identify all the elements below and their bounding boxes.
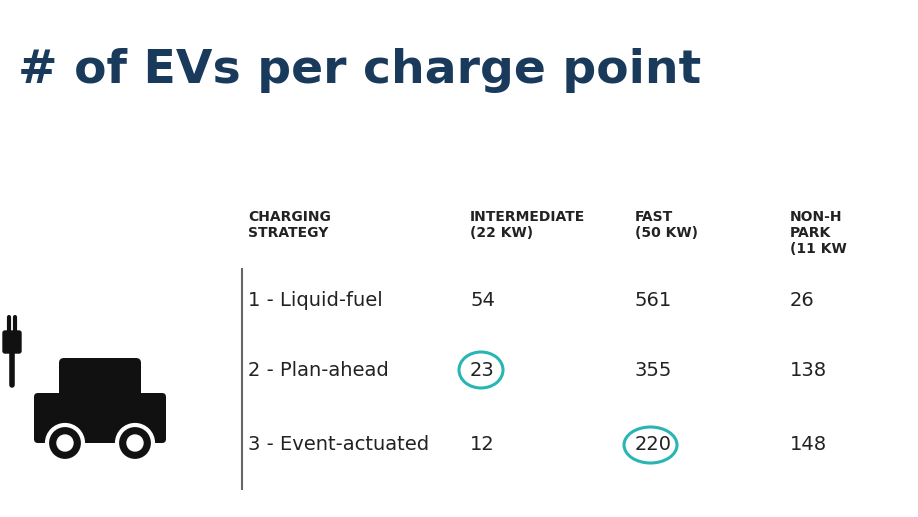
Text: PARK: PARK — [790, 226, 832, 240]
Circle shape — [57, 435, 73, 451]
FancyBboxPatch shape — [59, 358, 141, 406]
Text: NON-H: NON-H — [790, 210, 843, 224]
Text: (50 KW): (50 KW) — [635, 226, 698, 240]
Text: 26: 26 — [790, 291, 815, 310]
Text: 23: 23 — [470, 360, 495, 379]
Text: 148: 148 — [790, 435, 827, 454]
Text: FAST: FAST — [635, 210, 673, 224]
Text: CHARGING: CHARGING — [248, 210, 330, 224]
Text: # of EVs per charge point: # of EVs per charge point — [18, 48, 701, 93]
Text: 561: 561 — [635, 291, 672, 310]
Text: 2 - Plan-ahead: 2 - Plan-ahead — [248, 360, 388, 379]
Text: 355: 355 — [635, 360, 672, 379]
Text: (22 KW): (22 KW) — [470, 226, 533, 240]
FancyBboxPatch shape — [3, 331, 21, 353]
Text: 220: 220 — [635, 435, 672, 454]
Text: 54: 54 — [470, 291, 495, 310]
Text: 12: 12 — [470, 435, 495, 454]
Text: 138: 138 — [790, 360, 827, 379]
Circle shape — [47, 425, 83, 461]
FancyBboxPatch shape — [34, 393, 166, 443]
Circle shape — [117, 425, 153, 461]
Text: 1 - Liquid-fuel: 1 - Liquid-fuel — [248, 291, 383, 310]
Text: INTERMEDIATE: INTERMEDIATE — [470, 210, 586, 224]
Text: STRATEGY: STRATEGY — [248, 226, 329, 240]
Circle shape — [127, 435, 143, 451]
Text: 3 - Event-actuated: 3 - Event-actuated — [248, 435, 429, 454]
Text: (11 KW: (11 KW — [790, 242, 846, 256]
